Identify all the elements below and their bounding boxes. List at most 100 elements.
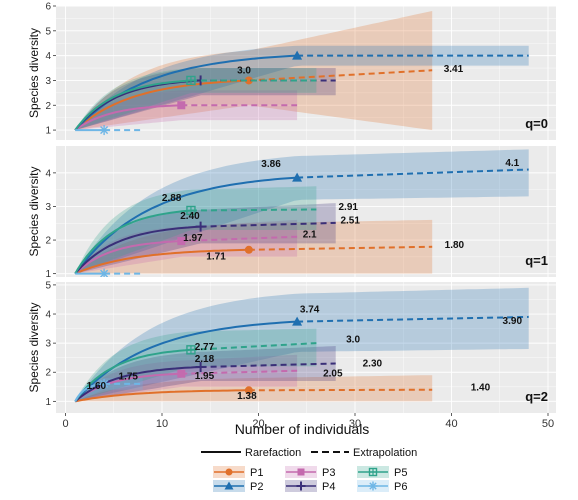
rarefaction-line-P3 [74,104,182,131]
rarefaction-line-P5 [74,209,192,275]
plot-area [74,11,529,136]
data-label: 3.74 [300,305,320,316]
y-tick-label: 5 [45,280,51,291]
gridlines [56,282,556,413]
panel-tag: q=1 [525,253,548,268]
legend-rarefaction-label: Rarefaction [245,447,301,459]
y-tick-label: 5 [45,26,51,37]
ci-band-P2 [75,45,529,131]
ci-band-P5 [75,186,317,274]
data-label: 2.51 [340,215,360,226]
ci-band-P2 [75,149,529,274]
x-tick-label: 30 [349,418,361,430]
data-label: 2.77 [195,342,215,353]
data-label: 4.1 [505,158,519,169]
data-label: 1.97 [183,233,203,244]
legend-key-P3: P3 [285,466,335,479]
rarefaction-line-P1 [74,248,249,275]
legend-key-label: P4 [322,481,335,493]
observed-marker-P6-ray3 [100,126,109,135]
observed-marker-P6-ray3 [100,379,109,388]
legend-marker-P4 [296,481,306,491]
data-label: 2.91 [339,202,359,213]
data-label: 3.90 [503,316,523,327]
x-tick-label: 0 [62,418,68,430]
ci-band-P1 [75,375,433,402]
legend-key-label: P2 [250,481,263,493]
data-label: 1.75 [118,372,138,383]
observed-marker-P6 [99,125,110,136]
data-label: 1.95 [195,371,215,382]
legend-extrapolation-label: Extrapolation [353,447,417,459]
y-axis-label: Species diversity [27,166,41,256]
rarefaction-line-P1 [74,389,249,403]
rarefaction-line-P4 [74,366,201,403]
data-label: 1.80 [445,240,465,251]
observed-marker-P6 [99,268,110,277]
observed-marker-P2 [292,50,303,60]
panel-background [56,282,556,413]
plot-area [74,287,529,403]
extrapolation-line-P1 [248,388,433,392]
y-tick-label: 6 [45,2,51,13]
panel-tag: q=0 [525,116,548,131]
observed-marker-P4 [195,362,206,373]
extrapolation-line-P1 [248,69,433,82]
rarefaction-line-P5 [74,348,191,402]
y-tick-label: 2 [45,368,51,379]
data-label: 2.1 [303,229,317,240]
y-axis-label: Species diversity [27,28,41,118]
observed-marker-P6-ray3 [100,269,109,277]
legend-key-P6: P6 [357,480,407,493]
y-tick-label: 1 [45,397,51,408]
legend-key-P5: P5 [357,466,407,479]
data-label: 3.0 [346,335,360,346]
data-label: 2.05 [323,369,343,380]
rarefaction-line-P3 [74,240,182,275]
y-tick-label: 3 [45,76,51,87]
observed-marker-P1 [244,76,253,85]
legend-extrapolation: Extrapolation [311,447,417,459]
extrapolation-line-P5 [190,208,317,212]
ci-band-P1 [75,11,433,131]
panel-background [56,146,556,277]
rarefaction-line-P1 [74,79,249,131]
observed-marker-P5 [186,345,196,355]
y-tick-label: 4 [45,51,51,62]
observed-marker-P2 [292,172,303,182]
legend-key-label: P3 [322,467,335,479]
data-label: 2.88 [162,193,182,204]
observed-marker-P1 [244,245,253,254]
legend-keys: P1 P3 P5 P2 P4 P6 [213,466,407,493]
gridlines [56,5,556,140]
data-label: 1.71 [206,252,226,263]
legend-rarefaction: Rarefaction [201,447,301,459]
legend-key-label: P1 [250,467,263,479]
data-label: 3.0 [237,65,251,76]
observed-marker-P3 [177,101,186,110]
observed-marker-P5 [186,205,196,216]
ci-band-P3 [75,90,298,131]
data-label: 2.30 [363,358,383,369]
observed-marker-P4 [195,221,206,232]
legend-key-P4: P4 [285,480,335,493]
y-tick-label: 3 [45,339,51,350]
legend-marker-P6-ray3 [369,482,377,490]
panel-1: 1 2 3 4 5 6 3.0 3.41 q=0 Species diversity [27,2,556,140]
data-label: 1.40 [471,382,491,393]
observed-marker-P1 [244,386,253,395]
observed-marker-P5 [186,75,196,86]
legend-marker-P5 [368,467,378,477]
data-label: 1.38 [237,391,257,402]
data-label: 1.60 [87,381,107,392]
legend-key-label: P6 [394,481,407,493]
legend-marker-P3 [297,468,305,476]
y-tick-label: 2 [45,236,51,247]
panel-tag: q=2 [525,389,548,404]
extrapolation-line-P4 [200,362,336,369]
x-tick-label: 50 [542,418,554,430]
panel-3: 1 2 3 4 5 3.74 3.90 2.77 3.0 2.18 2.30 1.75 1.95 2.05… [27,280,556,430]
rarefaction-line-P4 [74,225,201,275]
legend-key-P1: P1 [213,466,263,479]
